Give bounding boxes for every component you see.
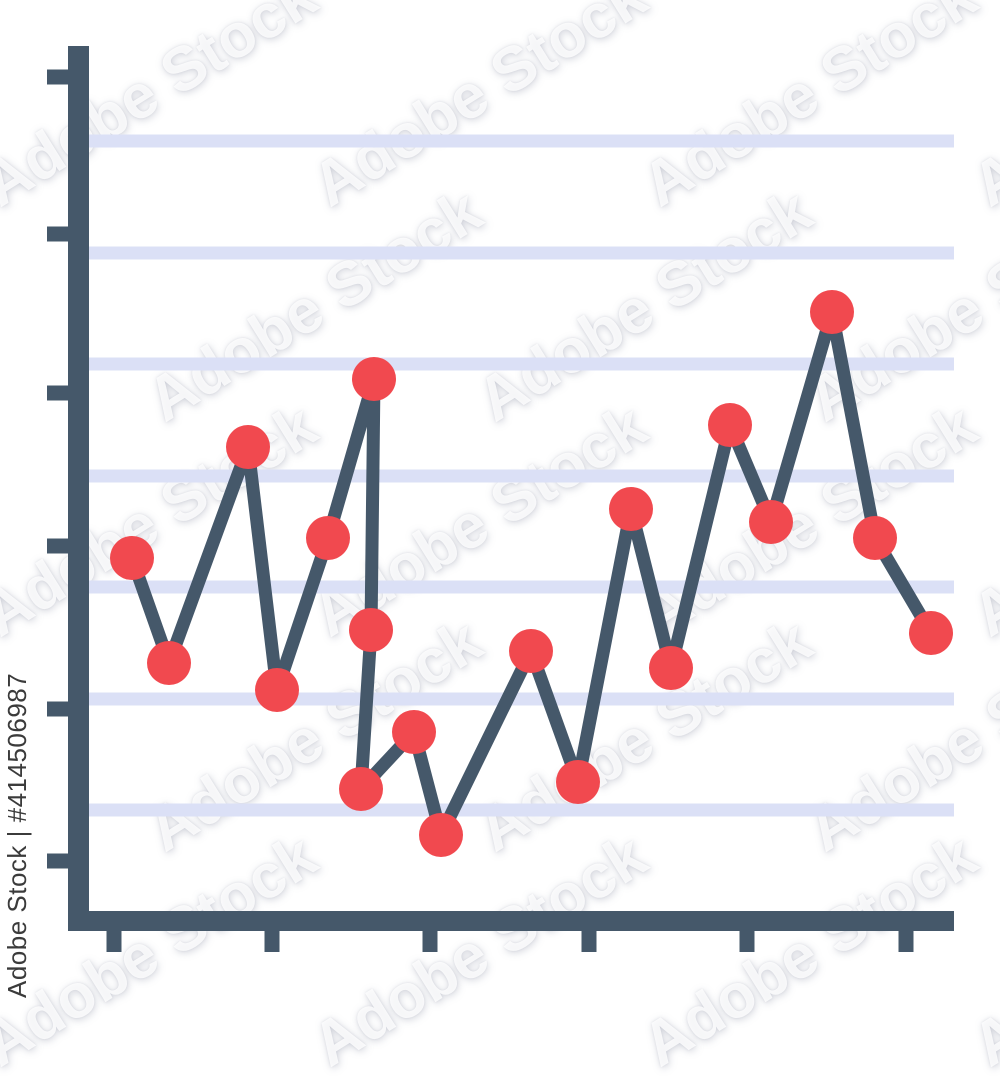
x-axis-tick (581, 931, 597, 952)
data-point (147, 641, 191, 685)
data-line (125, 305, 937, 842)
data-point (749, 500, 793, 544)
line-chart-svg (47, 46, 954, 952)
gridline (88, 246, 954, 260)
x-axis-tick (106, 931, 122, 952)
data-point (349, 608, 393, 652)
y-axis-tick (47, 385, 68, 401)
y-axis (68, 46, 89, 931)
data-point (339, 767, 383, 811)
data-point (708, 403, 752, 447)
gridline (88, 134, 954, 148)
gridline (88, 580, 954, 594)
data-point (509, 629, 553, 673)
data-point (556, 760, 600, 804)
data-point (110, 536, 154, 580)
data-point (649, 646, 693, 690)
x-axis (68, 911, 954, 931)
y-axis-tick (47, 69, 68, 85)
y-axis-tick (47, 538, 68, 554)
gridline (88, 803, 954, 817)
data-point (352, 357, 396, 401)
x-axis-tick (739, 931, 755, 952)
data-point (226, 425, 270, 469)
y-axis-tick (47, 701, 68, 717)
data-point (419, 813, 463, 857)
data-point (609, 487, 653, 531)
data-point (810, 290, 854, 334)
data-point (255, 668, 299, 712)
x-axis-tick (264, 931, 280, 952)
data-point (909, 611, 953, 655)
gridline (88, 692, 954, 706)
y-axis-tick (47, 226, 68, 242)
y-axis-tick (47, 853, 68, 869)
data-point (306, 516, 350, 560)
gridline (88, 357, 954, 371)
x-axis-tick (898, 931, 914, 952)
data-point (392, 710, 436, 754)
data-point (853, 516, 897, 560)
x-axis-tick (422, 931, 438, 952)
gridline (88, 469, 954, 483)
